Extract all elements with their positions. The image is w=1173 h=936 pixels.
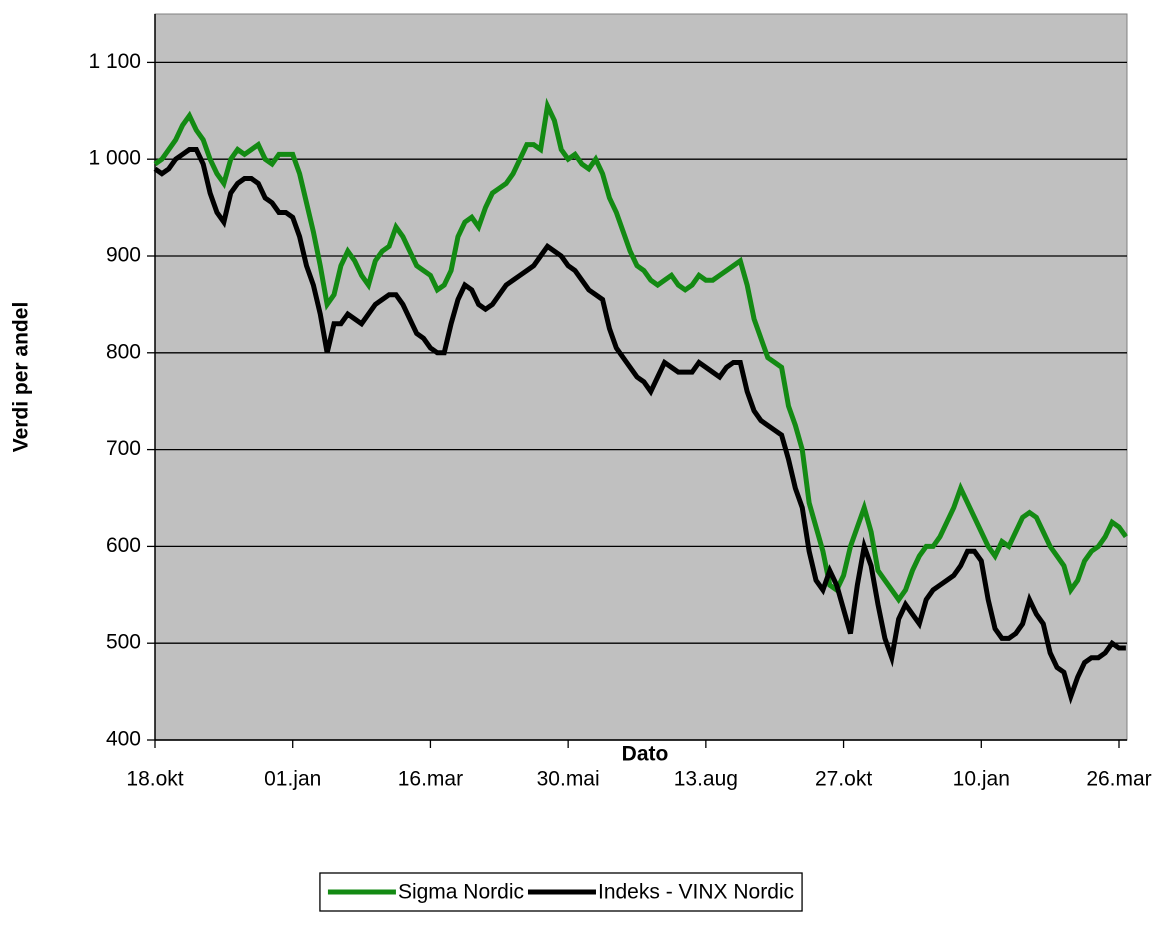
y-tick-label: 800 xyxy=(106,340,141,363)
x-tick-label: 30.mai xyxy=(537,768,600,791)
y-tick-label: 700 xyxy=(106,437,141,460)
series-line xyxy=(153,147,1126,705)
x-tick-label: 26.mar xyxy=(1086,768,1151,791)
y-tick-label: 500 xyxy=(106,631,141,654)
x-tick-label: 18.okt xyxy=(126,768,183,791)
x-tick-label: 27.okt xyxy=(815,768,872,791)
y-tick-label: 900 xyxy=(106,244,141,267)
x-tick-label: 13.aug xyxy=(674,768,738,791)
x-tick-label: 16.mar xyxy=(398,768,463,791)
legend-label: Sigma Nordic xyxy=(398,881,524,904)
series-line xyxy=(153,97,1128,604)
y-tick-label: 600 xyxy=(106,534,141,557)
x-axis-title: Dato xyxy=(622,743,669,766)
legend: Sigma Nordic Indeks - VINX Nordic xyxy=(319,872,803,912)
x-tick-label: 01.jan xyxy=(264,768,321,791)
legend-label: Indeks - VINX Nordic xyxy=(598,881,794,904)
y-tick-label: 400 xyxy=(106,728,141,751)
y-axis-title: Verdi per andel xyxy=(10,302,33,453)
x-tick-label: 10.jan xyxy=(953,768,1010,791)
y-tick-label: 1 000 xyxy=(88,147,141,170)
y-tick-label: 1 100 xyxy=(88,50,141,73)
